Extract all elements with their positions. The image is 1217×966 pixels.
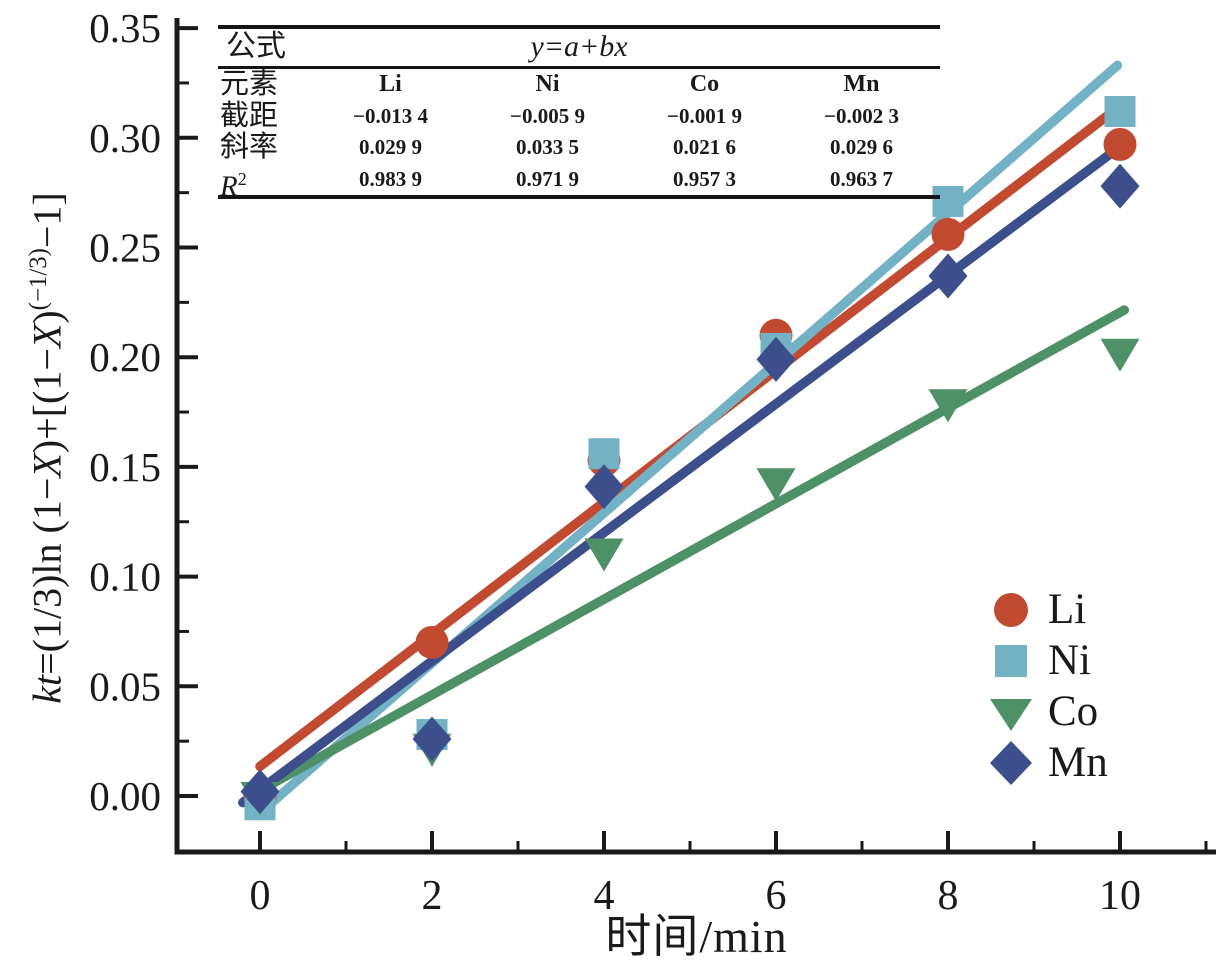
table-element-header: Li bbox=[379, 71, 402, 97]
label-segment: R bbox=[220, 170, 238, 203]
legend-item-ni: Ni bbox=[988, 635, 1108, 686]
table-value-cell: 0.029 6 bbox=[830, 135, 893, 159]
data-point-mn bbox=[1100, 163, 1140, 209]
label-segment: =(1/3)ln (1− bbox=[24, 477, 70, 675]
legend-item-li: Li bbox=[988, 584, 1108, 635]
fit-line-mn bbox=[238, 145, 1121, 808]
label-segment: X bbox=[24, 453, 70, 478]
table-value-cell: −0.013 4 bbox=[353, 103, 428, 128]
data-point-li bbox=[1103, 127, 1137, 161]
y-tick-label: 0.00 bbox=[89, 773, 161, 819]
table-value-cell: 0.983 9 bbox=[359, 166, 422, 191]
x-tick-label: 2 bbox=[422, 873, 443, 919]
legend-label: Li bbox=[1048, 586, 1087, 633]
data-point-co bbox=[1100, 338, 1140, 372]
table-element-header: Co bbox=[689, 71, 720, 97]
fit-line-co bbox=[255, 305, 1130, 796]
table-value-cell: 0.957 3 bbox=[673, 166, 736, 191]
label-segment: X bbox=[24, 323, 70, 349]
x-tick-label: 10 bbox=[1099, 873, 1141, 919]
y-tick-label: 0.15 bbox=[89, 444, 161, 490]
circle-marker-icon bbox=[988, 587, 1034, 633]
legend-label: Mn bbox=[1048, 739, 1108, 786]
diamond-marker-icon bbox=[988, 740, 1034, 786]
formula-row-label: 公式 bbox=[226, 30, 286, 63]
legend-label: Co bbox=[1048, 688, 1099, 735]
x-tick-label: 6 bbox=[766, 873, 787, 919]
table-element-header: Ni bbox=[535, 71, 560, 97]
data-point-ni bbox=[1104, 95, 1136, 127]
table-element-header: Mn bbox=[843, 71, 880, 97]
table-value-cell: −0.002 3 bbox=[824, 103, 899, 128]
label-segment: 2 bbox=[237, 168, 247, 189]
data-point-ni bbox=[932, 185, 964, 217]
table-value-cell: 0.033 5 bbox=[516, 135, 579, 159]
table-value-cell: −0.001 9 bbox=[667, 103, 742, 128]
table-value-cell: 0.021 6 bbox=[673, 135, 736, 159]
data-point-co bbox=[928, 389, 968, 423]
data-point-mn bbox=[756, 336, 796, 382]
table-row-label: R2 bbox=[218, 164, 312, 202]
table-value-cell: −0.005 9 bbox=[510, 103, 585, 128]
y-tick-label: 0.05 bbox=[89, 663, 161, 709]
table-value-cell: 0.963 7 bbox=[830, 166, 893, 191]
data-point-mn bbox=[928, 253, 968, 299]
data-point-co bbox=[756, 468, 796, 502]
label-segment: )+[(1− bbox=[24, 348, 70, 454]
y-tick-label: 0.10 bbox=[89, 554, 161, 600]
square-marker-icon bbox=[988, 638, 1034, 684]
label-segment: (−1/3) bbox=[25, 248, 52, 311]
x-tick-label: 8 bbox=[938, 873, 959, 919]
fit-table-formula-row: 公式 y=a+bx bbox=[218, 29, 940, 69]
legend-item-mn: Mn bbox=[988, 737, 1108, 788]
data-point-co bbox=[584, 538, 624, 572]
table-value-cell: 0.029 9 bbox=[359, 135, 422, 159]
formula-value: y=a+bx bbox=[530, 30, 628, 63]
legend: Li Ni Co Mn bbox=[988, 584, 1108, 788]
data-point-li bbox=[415, 625, 449, 659]
triangle-down-marker-icon bbox=[988, 689, 1034, 735]
y-tick-label: 0.20 bbox=[89, 334, 161, 380]
table-value-cell: 0.971 9 bbox=[516, 166, 579, 191]
label-segment: kt bbox=[24, 674, 70, 704]
fit-parameter-table: 公式 y=a+bx 元素 Li Ni Co Mn 截距 −0.013 4 −0.005 9 −0… bbox=[218, 25, 940, 202]
data-point-mn bbox=[584, 464, 624, 510]
data-point-mn bbox=[412, 716, 452, 762]
y-tick-label: 0.25 bbox=[89, 225, 161, 271]
legend-item-co: Co bbox=[988, 686, 1108, 737]
x-tick-label: 0 bbox=[250, 873, 271, 919]
y-tick-label: 0.30 bbox=[89, 115, 161, 161]
table-row-label: 元素 bbox=[220, 68, 279, 100]
legend-label: Ni bbox=[1048, 637, 1091, 684]
data-point-ni bbox=[588, 438, 620, 470]
table-row-label: 截距 bbox=[220, 99, 279, 132]
x-tick-label: 4 bbox=[594, 873, 615, 919]
x-axis-title: 时间/min bbox=[605, 911, 788, 962]
y-tick-label: 0.35 bbox=[89, 5, 161, 51]
label-segment: −1] bbox=[24, 192, 70, 249]
label-segment: ) bbox=[24, 310, 70, 324]
table-row-label: 斜率 bbox=[220, 131, 279, 163]
data-point-li bbox=[931, 217, 965, 251]
fit-table-grid: 元素 Li Ni Co Mn 截距 −0.013 4 −0.005 9 −0.001 9 −0.0… bbox=[218, 68, 940, 202]
data-point-mn bbox=[240, 769, 280, 815]
y-axis-title: kt=(1/3)ln (1−X)+[(1−X)(−1/3)−1] bbox=[12, 62, 70, 834]
